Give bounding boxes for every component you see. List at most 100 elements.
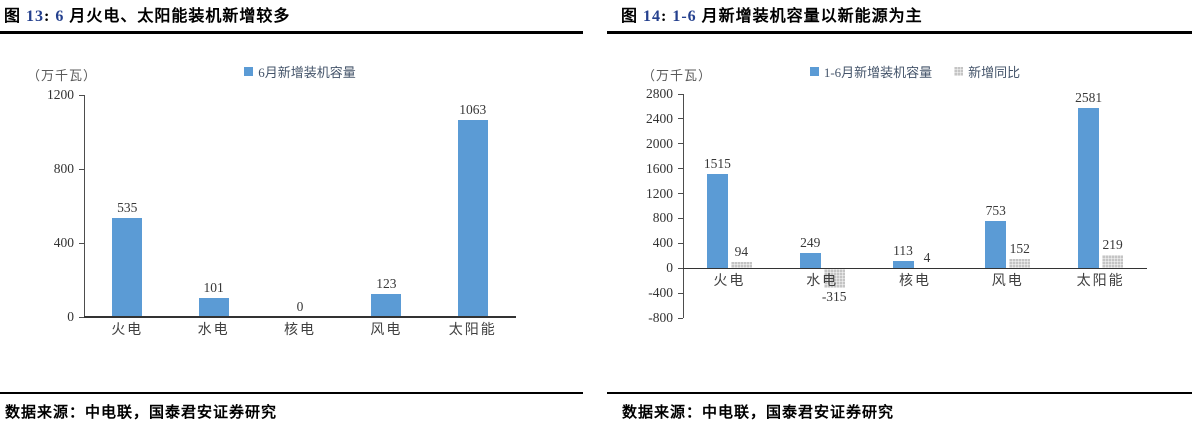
value-label: 753	[985, 203, 1006, 219]
plot-area: 0 400 800 1200 火电 水电 核电 风电 太阳能 535 101 0 123 1063	[47, 87, 516, 338]
bar	[1009, 258, 1031, 269]
y-axis-tick	[79, 94, 84, 96]
y-axis-tick	[678, 93, 683, 95]
y-axis-tick-label: -800	[648, 310, 673, 325]
value-label: 249	[800, 234, 821, 250]
data-source: 数据来源：中电联，国泰君安证券研究	[5, 405, 278, 421]
y-axis-line	[683, 94, 684, 318]
y-axis-tick-label: 2000	[646, 135, 673, 151]
value-label: 1063	[459, 102, 487, 118]
category-label: 水电	[197, 323, 230, 338]
y-axis-tick	[79, 168, 84, 170]
category-label: 核电	[899, 274, 931, 290]
value-label: 535	[117, 200, 138, 216]
y-axis-tick	[678, 292, 683, 294]
x-axis-line	[683, 267, 1147, 269]
bar	[371, 294, 402, 317]
y-axis-tick	[678, 118, 683, 120]
legend-item: 1-6月新增装机容量	[809, 62, 933, 81]
legend-item: 新增同比	[954, 62, 1020, 81]
y-axis-tick-label: 2800	[646, 86, 673, 101]
legend-swatch-icon	[244, 67, 254, 76]
bar	[706, 173, 728, 269]
figure-title-segment: 月火电、太阳能装机新增较多	[64, 8, 291, 25]
data-source: 数据来源：中电联，国泰君安证券研究	[622, 405, 895, 421]
legend: 6月新增装机容量	[84, 62, 516, 81]
y-axis-tick-label: 1200	[646, 185, 673, 201]
legend-swatch-icon	[954, 67, 964, 76]
category-label: 太阳能	[448, 323, 497, 338]
bar	[799, 252, 821, 269]
figure-title-segment: 14	[643, 8, 662, 25]
legend-label: 1-6月新增装机容量	[823, 65, 933, 80]
value-label: 123	[376, 276, 397, 292]
title-divider	[0, 31, 583, 34]
y-axis-tick-label: 400	[652, 235, 673, 251]
value-label: 94	[734, 244, 749, 260]
value-label: 4	[923, 249, 931, 265]
figure-title-segment: 6	[55, 8, 65, 25]
x-axis-line	[84, 316, 516, 318]
y-axis-unit-label: （万千瓦）	[27, 68, 98, 83]
figure-title-segment: 图	[621, 8, 644, 25]
category-label: 火电	[111, 323, 144, 338]
legend-label: 新增同比	[968, 65, 1021, 80]
y-axis-tick	[678, 168, 683, 170]
legend-swatch-icon	[809, 67, 819, 76]
y-axis-tick	[678, 267, 683, 269]
value-label: 0	[296, 299, 304, 314]
category-label: 火电	[713, 274, 746, 290]
value-label: -315	[821, 288, 847, 304]
legend-item: 6月新增装机容量	[244, 62, 356, 81]
y-axis-tick-label: 400	[53, 235, 74, 250]
y-axis-tick	[678, 217, 683, 219]
bar	[823, 268, 845, 288]
footer-divider	[607, 392, 1192, 394]
y-axis-tick-label: -400	[648, 285, 673, 301]
bar	[1078, 107, 1100, 269]
category-label: 水电	[806, 274, 839, 290]
value-label: 2581	[1075, 89, 1103, 105]
legend: 1-6月新增装机容量 新增同比	[683, 62, 1147, 81]
y-axis-tick	[678, 242, 683, 244]
bar	[198, 298, 229, 317]
y-axis-tick	[79, 242, 84, 244]
value-label: 219	[1102, 236, 1123, 252]
plot-area: -800 -400 0 400 800 1200 1600 2000 2400 2800 火电 水电 核…	[646, 86, 1147, 325]
y-axis-unit-label: （万千瓦）	[642, 68, 713, 83]
category-label: 风电	[991, 274, 1024, 290]
y-axis-line	[84, 95, 85, 317]
figure-title-segment: 图	[4, 8, 27, 25]
value-label: 1515	[703, 155, 731, 171]
bar	[892, 261, 914, 269]
y-axis-tick-label: 1200	[47, 87, 74, 102]
value-label: 113	[893, 243, 913, 259]
figure-title: 图 14: 1-6 月新增装机容量以新能源为主	[621, 2, 923, 26]
figure-panel-14: 图 14: 1-6 月新增装机容量以新能源为主 （万千瓦） 1-6月新增装机容量…	[597, 0, 1194, 436]
footer-divider	[0, 392, 583, 394]
y-axis-tick-label: 2400	[646, 110, 673, 126]
bar	[1102, 254, 1124, 269]
value-label: 152	[1009, 240, 1030, 256]
figure-title-segment: :	[661, 8, 673, 25]
figure-title-segment: :	[44, 8, 56, 25]
y-axis-tick-label: 0	[67, 309, 74, 324]
y-axis-tick-label: 800	[53, 161, 74, 176]
legend-label: 6月新增装机容量	[258, 65, 356, 80]
bar	[112, 218, 143, 317]
figure-panel-13: 图 13: 6 月火电、太阳能装机新增较多 （万千瓦） 6月新增装机容量 0 40…	[0, 8, 583, 421]
y-axis-tick-label: 0	[666, 260, 673, 276]
bar	[985, 221, 1007, 269]
y-axis-tick	[678, 193, 683, 195]
y-axis-tick	[678, 143, 683, 145]
category-label: 太阳能	[1076, 274, 1125, 290]
title-divider	[607, 31, 1192, 34]
category-label: 风电	[370, 323, 403, 338]
category-label: 核电	[284, 323, 316, 338]
figure-title-segment: 月新增装机容量以新能源为主	[696, 8, 923, 25]
y-axis-tick-label: 800	[652, 210, 673, 226]
bar	[730, 262, 752, 269]
value-label: 101	[203, 280, 224, 296]
y-axis-tick-label: 1600	[646, 160, 673, 176]
